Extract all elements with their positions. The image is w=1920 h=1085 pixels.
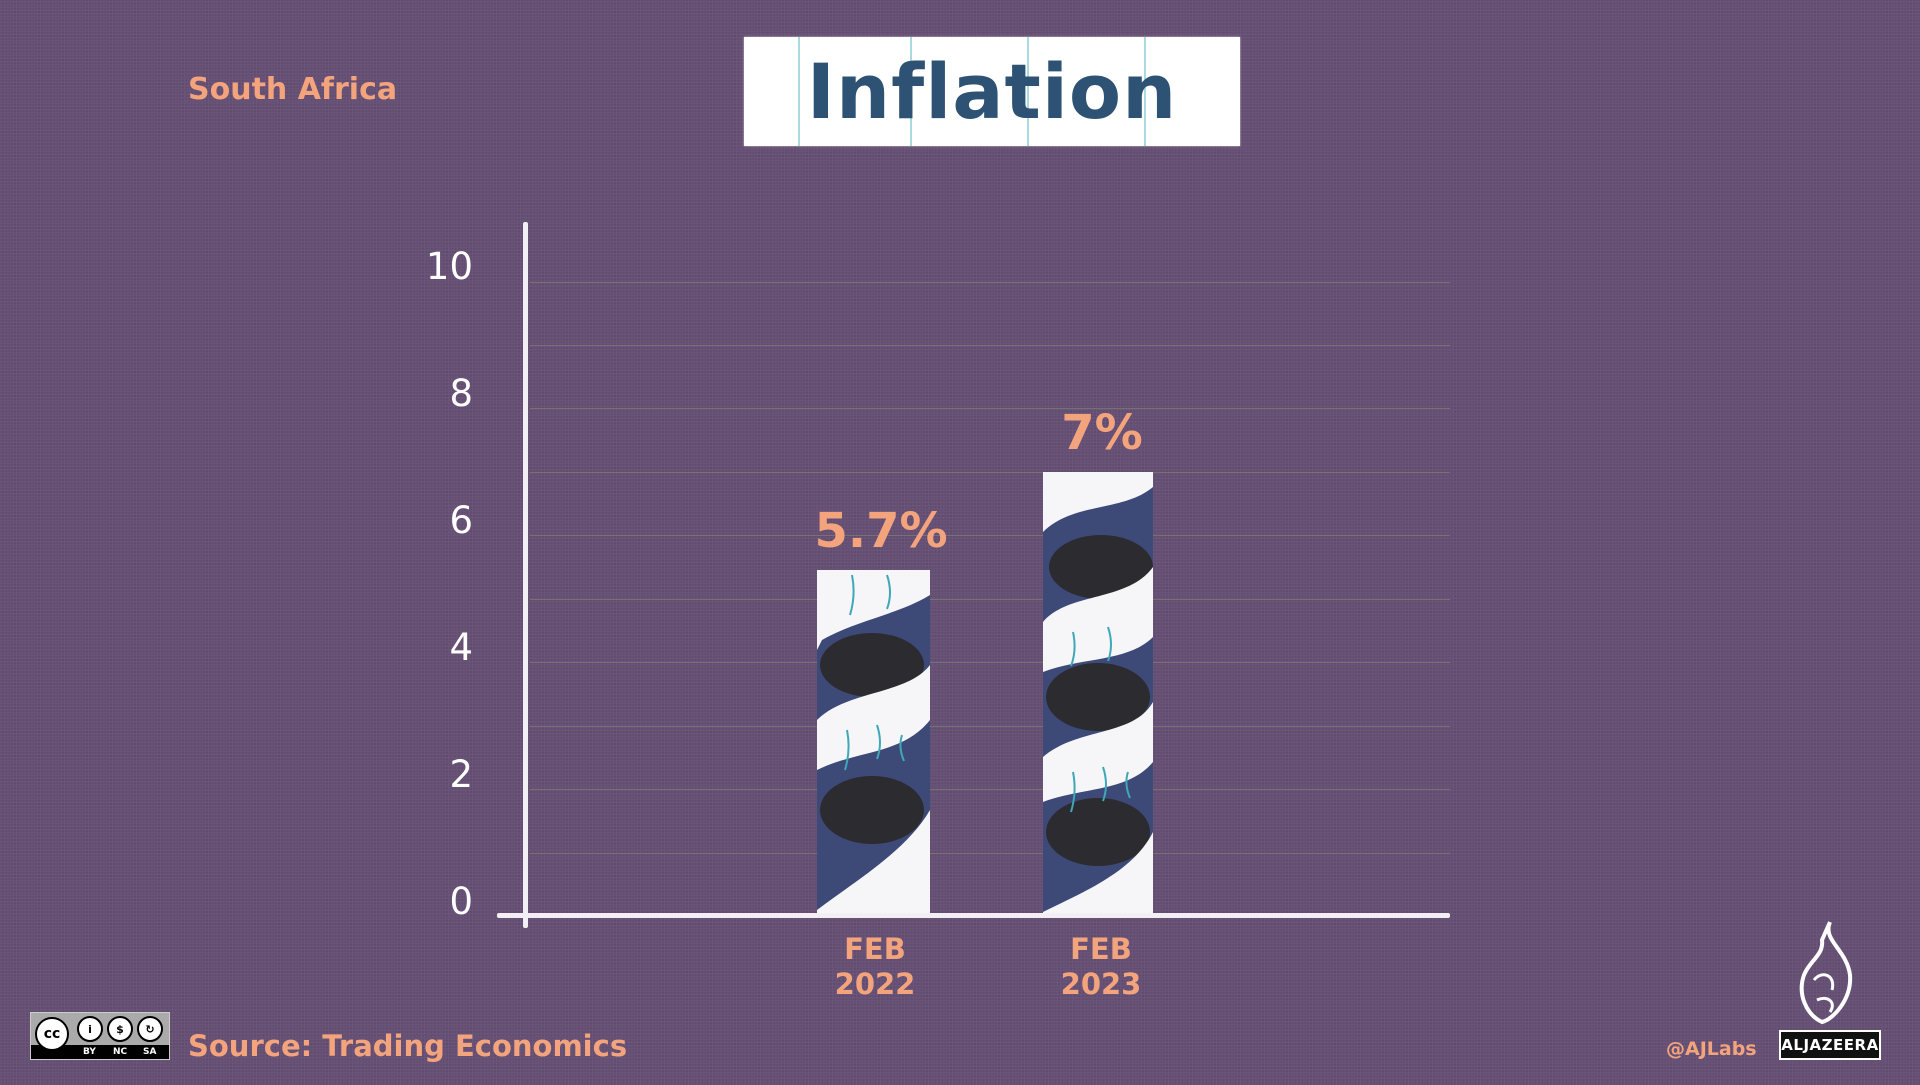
cc-icon: cc <box>35 1017 69 1051</box>
gridline <box>530 853 1450 854</box>
notebook-rule <box>798 37 800 146</box>
twisted-ribbon-icon <box>1043 472 1153 915</box>
y-tick-label: 2 <box>449 753 473 796</box>
gridline <box>530 726 1450 727</box>
y-tick-label: 8 <box>449 372 473 415</box>
country-label: South Africa <box>188 72 398 107</box>
gridline <box>530 345 1450 346</box>
y-tick-label: 10 <box>425 245 473 288</box>
y-tick-label: 0 <box>449 880 473 923</box>
noncommercial-icon: $ <box>107 1016 133 1042</box>
twitter-handle: @AJLabs <box>1666 1038 1757 1060</box>
gridline <box>530 535 1450 536</box>
y-tick-label: 4 <box>449 626 473 669</box>
attribution-icon: i <box>77 1016 103 1042</box>
creative-commons-badge: cc i $ ↻ BY NC SA <box>30 1012 170 1060</box>
x-axis <box>497 913 1450 918</box>
sharealike-icon: ↻ <box>137 1016 163 1042</box>
gridline <box>530 282 1450 283</box>
source-label: Source: Trading Economics <box>188 1029 628 1063</box>
bar-value-label: 7% <box>1061 405 1143 461</box>
bar-feb-2023 <box>1043 472 1153 915</box>
aljazeera-wordmark: ALJAZEERA <box>1779 1030 1881 1060</box>
gridline <box>530 662 1450 663</box>
notebook-rule <box>1144 37 1146 146</box>
y-tick-label: 6 <box>449 499 473 542</box>
twisted-ribbon-icon <box>817 570 930 915</box>
title-card: Inflation <box>744 37 1240 146</box>
gridline <box>530 408 1450 409</box>
x-tick-label: FEB 2022 <box>834 932 916 1001</box>
bar-feb-2022 <box>817 570 930 915</box>
bar-value-label: 5.7% <box>814 503 948 559</box>
gridline <box>530 599 1450 600</box>
gridline <box>530 472 1450 473</box>
notebook-rule <box>1027 37 1029 146</box>
y-axis <box>523 222 528 928</box>
aljazeera-calligraphy-logo-icon <box>1799 921 1853 1025</box>
page-title: Inflation <box>806 47 1178 136</box>
x-tick-label: FEB 2023 <box>1060 932 1142 1001</box>
notebook-rule <box>910 37 912 146</box>
gridline <box>530 789 1450 790</box>
